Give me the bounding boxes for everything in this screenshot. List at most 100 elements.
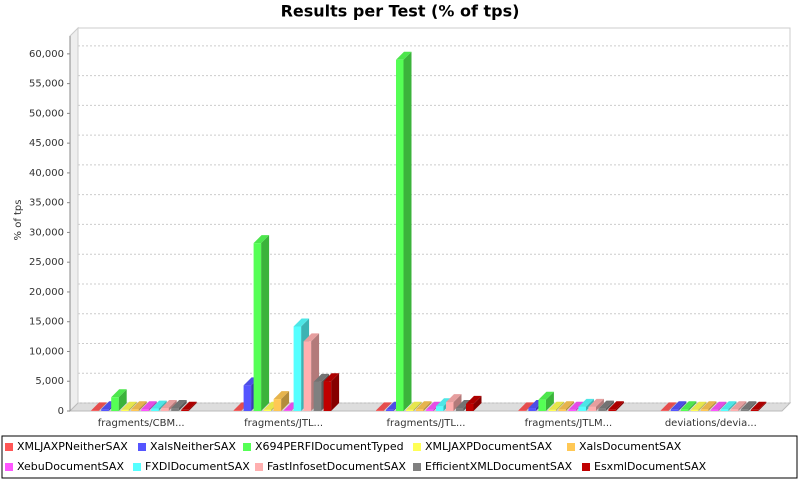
bar bbox=[456, 408, 464, 411]
bar bbox=[670, 409, 679, 411]
bar bbox=[233, 410, 242, 411]
bar bbox=[538, 399, 546, 411]
bar-side bbox=[728, 401, 737, 411]
legend-swatch bbox=[243, 443, 251, 451]
bar-top bbox=[608, 401, 624, 410]
bar-side bbox=[118, 389, 127, 411]
bar-top bbox=[568, 401, 584, 410]
bar-top bbox=[700, 401, 717, 410]
bar bbox=[181, 409, 189, 411]
bar-top bbox=[121, 401, 137, 410]
bar bbox=[426, 409, 434, 411]
legend-swatch bbox=[5, 463, 13, 471]
legend-label: XMLJAXPNeitherSAX bbox=[17, 440, 128, 453]
bar bbox=[446, 402, 454, 411]
bar bbox=[588, 406, 596, 411]
bar-top bbox=[293, 318, 310, 327]
legend-swatch bbox=[413, 463, 421, 471]
legend-label: XebuDocumentSAX bbox=[17, 460, 124, 473]
bar-side bbox=[473, 395, 482, 411]
y-tick-label: 40,000 bbox=[29, 168, 64, 179]
x-tick-label: fragments/JTL... bbox=[386, 418, 465, 429]
bar-top bbox=[131, 401, 147, 410]
bar bbox=[293, 326, 302, 411]
bar bbox=[243, 385, 252, 411]
bar-top bbox=[750, 401, 767, 410]
bar-top bbox=[558, 401, 574, 410]
bar-side bbox=[708, 401, 717, 411]
bar-top bbox=[313, 373, 330, 382]
bar-side bbox=[158, 400, 167, 411]
legend-swatch bbox=[5, 443, 13, 451]
bar-top bbox=[436, 398, 452, 407]
legend-swatch bbox=[255, 463, 263, 471]
y-axis-label: % of tps bbox=[13, 200, 24, 241]
bar-side bbox=[188, 401, 197, 411]
bar bbox=[131, 409, 139, 411]
bar-side bbox=[555, 401, 564, 411]
bar bbox=[263, 409, 272, 411]
y-tick-label: 55,000 bbox=[29, 79, 64, 90]
y-tick-label: 0 bbox=[58, 406, 64, 417]
bar-top bbox=[680, 401, 697, 410]
legend-swatch bbox=[567, 443, 575, 451]
legend-label: EfficientXMLDocumentSAX bbox=[425, 460, 573, 473]
bar-side bbox=[453, 394, 462, 411]
bar-top bbox=[303, 333, 320, 342]
bar bbox=[141, 409, 149, 411]
bar bbox=[283, 410, 292, 411]
bar bbox=[466, 403, 474, 411]
y-tick-label: 50,000 bbox=[29, 108, 64, 119]
bar bbox=[710, 409, 719, 411]
bar-side bbox=[688, 401, 697, 411]
bar-side bbox=[738, 401, 747, 411]
bar-top bbox=[548, 401, 564, 410]
y-tick-label: 15,000 bbox=[29, 317, 64, 328]
bar-side bbox=[168, 400, 177, 411]
bar-side bbox=[261, 235, 270, 411]
bar-top bbox=[518, 402, 534, 411]
bar-side bbox=[678, 401, 687, 411]
x-tick-label: deviations/devia... bbox=[665, 418, 757, 429]
bar bbox=[273, 399, 282, 411]
bar-side bbox=[585, 398, 594, 411]
bar-top bbox=[690, 401, 707, 410]
bar bbox=[253, 243, 262, 411]
legend-label: XMLJAXPDocumentSAX bbox=[425, 440, 553, 453]
bar-side bbox=[148, 401, 157, 411]
back-wall bbox=[77, 27, 791, 404]
legend-label: EsxmlDocumentSAX bbox=[594, 460, 707, 473]
bar bbox=[323, 381, 332, 411]
bar-top bbox=[141, 401, 157, 410]
y-tick-label: 30,000 bbox=[29, 227, 64, 238]
bar-side bbox=[178, 400, 187, 411]
bar-top bbox=[161, 400, 177, 409]
bar-side bbox=[615, 401, 624, 411]
bar-top bbox=[446, 394, 462, 403]
bar-top bbox=[323, 373, 340, 382]
bar bbox=[740, 409, 749, 411]
x-tick-label: fragments/CBM... bbox=[98, 418, 185, 429]
y-tick-label: 35,000 bbox=[29, 198, 64, 209]
bar-top bbox=[91, 402, 107, 411]
bar-top bbox=[720, 401, 737, 410]
bar-side bbox=[698, 401, 707, 411]
bar-side bbox=[718, 401, 727, 411]
bar-top bbox=[538, 391, 554, 400]
legend-label: FXDIDocumentSAX bbox=[145, 460, 250, 473]
x-tick-label: fragments/JTL... bbox=[244, 418, 323, 429]
bar bbox=[386, 409, 394, 411]
bar bbox=[91, 410, 99, 411]
bar bbox=[568, 409, 576, 411]
bar bbox=[111, 397, 119, 411]
bar-side bbox=[748, 401, 757, 411]
bar bbox=[151, 408, 159, 411]
legend-swatch bbox=[582, 463, 590, 471]
bar bbox=[720, 409, 729, 411]
y-tick-label: 20,000 bbox=[29, 287, 64, 298]
bar-top bbox=[588, 398, 604, 407]
bar-top bbox=[730, 401, 747, 410]
bar bbox=[161, 408, 169, 411]
side-wall bbox=[69, 26, 79, 413]
bar-side bbox=[138, 401, 147, 411]
